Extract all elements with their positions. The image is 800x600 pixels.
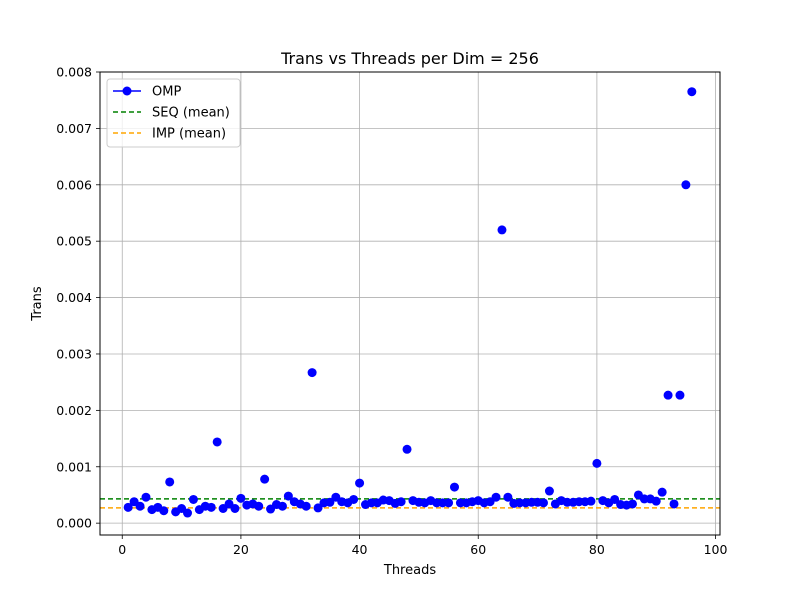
omp-data-point bbox=[681, 180, 690, 189]
omp-data-point bbox=[355, 479, 364, 488]
omp-data-point bbox=[397, 497, 406, 506]
omp-data-point bbox=[213, 437, 222, 446]
x-axis-label: Threads bbox=[383, 563, 436, 578]
omp-data-point bbox=[254, 502, 263, 511]
y-tick-label: 0.008 bbox=[56, 65, 92, 80]
omp-data-point bbox=[136, 502, 145, 511]
y-tick-label: 0.007 bbox=[56, 121, 92, 136]
omp-data-point bbox=[492, 493, 501, 502]
legend-label-imp: IMP (mean) bbox=[152, 127, 226, 142]
omp-data-point bbox=[349, 495, 358, 504]
omp-data-point bbox=[664, 391, 673, 400]
omp-data-point bbox=[236, 494, 245, 503]
omp-data-point bbox=[141, 493, 150, 502]
y-axis-label: Trans bbox=[30, 286, 45, 322]
x-tick-label: 80 bbox=[589, 542, 605, 557]
legend-omp-marker bbox=[123, 87, 132, 96]
chart-title: Trans vs Threads per Dim = 256 bbox=[280, 49, 539, 68]
y-tick-label: 0.002 bbox=[56, 403, 92, 418]
omp-data-point bbox=[658, 488, 667, 497]
omp-data-point bbox=[207, 503, 216, 512]
omp-data-point bbox=[165, 477, 174, 486]
omp-data-point bbox=[539, 498, 548, 507]
omp-data-point bbox=[278, 502, 287, 511]
y-tick-label: 0.001 bbox=[56, 459, 92, 474]
legend: OMP SEQ (mean) IMP (mean) bbox=[107, 79, 240, 147]
x-tick-label: 60 bbox=[470, 542, 486, 557]
omp-data-point bbox=[652, 497, 661, 506]
x-tick-label: 0 bbox=[118, 542, 126, 557]
omp-data-point bbox=[403, 445, 412, 454]
omp-data-point bbox=[592, 459, 601, 468]
omp-data-point bbox=[497, 225, 506, 234]
omp-data-point bbox=[628, 499, 637, 508]
omp-data-point bbox=[687, 87, 696, 96]
x-tick-label: 40 bbox=[352, 542, 368, 557]
omp-data-point bbox=[189, 495, 198, 504]
x-tick-label: 20 bbox=[233, 542, 249, 557]
omp-data-point bbox=[302, 502, 311, 511]
omp-data-point bbox=[450, 483, 459, 492]
omp-data-point bbox=[230, 504, 239, 513]
omp-data-point bbox=[670, 499, 679, 508]
omp-data-point bbox=[159, 506, 168, 515]
omp-data-point bbox=[308, 368, 317, 377]
y-tick-label: 0.003 bbox=[56, 346, 92, 361]
y-tick-label: 0.005 bbox=[56, 234, 92, 249]
legend-label-omp: OMP bbox=[152, 85, 181, 100]
omp-data-point bbox=[183, 509, 192, 518]
omp-data-point bbox=[545, 487, 554, 496]
omp-data-point bbox=[444, 498, 453, 507]
omp-data-point bbox=[260, 475, 269, 484]
x-tick-label: 100 bbox=[704, 542, 728, 557]
omp-data-point bbox=[586, 497, 595, 506]
y-tick-label: 0.000 bbox=[56, 516, 92, 531]
y-tick-label: 0.006 bbox=[56, 177, 92, 192]
omp-data-point bbox=[675, 391, 684, 400]
legend-label-seq: SEQ (mean) bbox=[152, 106, 230, 121]
y-tick-label: 0.004 bbox=[56, 290, 92, 305]
